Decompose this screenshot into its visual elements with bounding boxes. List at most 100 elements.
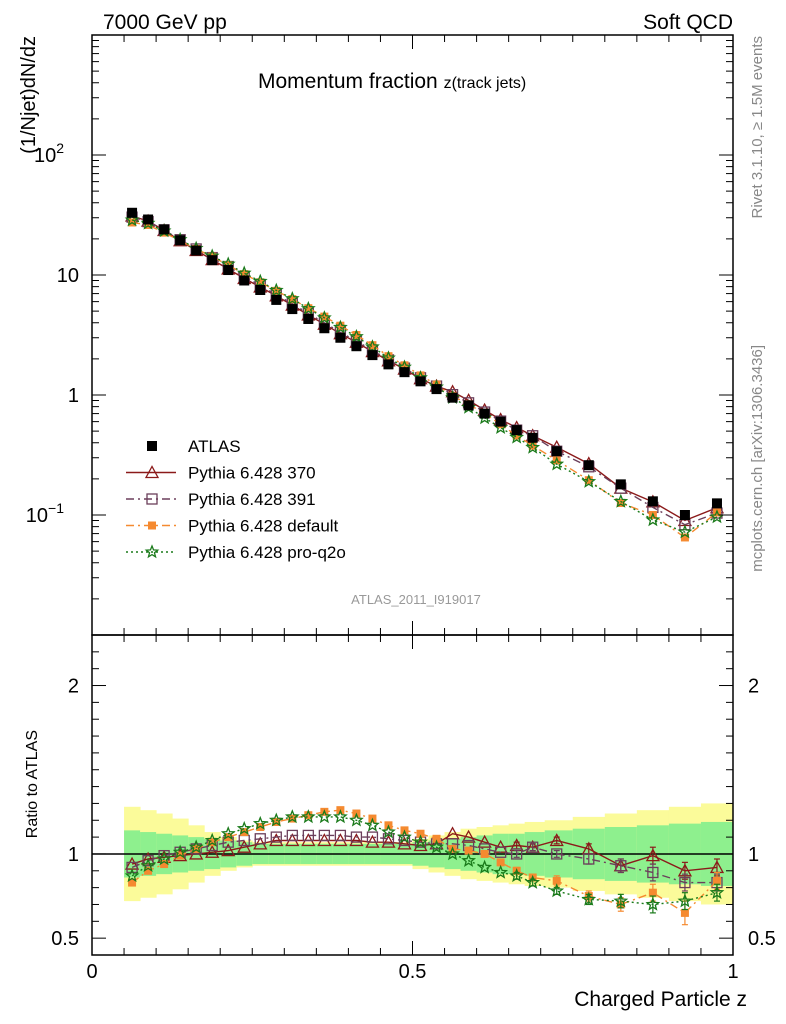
- ratio-point: [269, 833, 284, 847]
- ratio-point: [549, 883, 565, 898]
- ratio-point: [397, 836, 412, 850]
- ratio-point: [254, 833, 266, 845]
- ratio-point: [208, 838, 217, 847]
- series-point: [613, 493, 629, 508]
- legend-entry: ATLAS: [147, 437, 241, 456]
- data-point: [175, 235, 186, 246]
- y-tick-label-base: 1: [68, 385, 79, 407]
- y-tick-label: 102: [34, 140, 64, 167]
- x-tick-label: 1: [727, 961, 738, 983]
- data-point: [287, 304, 298, 315]
- ratio-point: [679, 876, 691, 889]
- series-point: [384, 352, 393, 361]
- legend-marker: [148, 521, 156, 530]
- data-point: [239, 275, 250, 286]
- ratio-tick-label-left: 1: [68, 844, 79, 866]
- legend-entry: Pythia 6.428 pro-q2o: [126, 543, 346, 562]
- legend-label: Pythia 6.428 391: [188, 490, 316, 509]
- series-point: [677, 524, 693, 539]
- ratio-y-axis-label: Ratio to ATLAS: [24, 730, 41, 838]
- ratio-point: [496, 858, 505, 867]
- data-point: [143, 214, 154, 225]
- ratio-point: [413, 834, 428, 849]
- ratio-point: [128, 878, 137, 887]
- ratio-point: [192, 844, 201, 853]
- y-tick-label: 10−1: [26, 500, 64, 527]
- data-point: [479, 408, 490, 419]
- data-point: [511, 425, 522, 436]
- series-point: [525, 439, 541, 454]
- ratio-point: [613, 893, 629, 908]
- data-point: [383, 359, 394, 370]
- ratio-point: [645, 896, 661, 911]
- ratio-point: [525, 874, 541, 889]
- ratio-point: [677, 893, 693, 908]
- ratio-panel-frame: [91, 634, 734, 956]
- ratio-point: [332, 809, 348, 824]
- series-point: [320, 312, 329, 321]
- legend-marker: [147, 441, 157, 451]
- ratio-point: [144, 866, 153, 875]
- y-tick-label-base: 10: [26, 505, 48, 527]
- ratio-point: [272, 817, 281, 826]
- ratio-point: [220, 825, 236, 841]
- data-point: [207, 255, 218, 266]
- legend-entry: Pythia 6.428 370: [126, 464, 316, 483]
- y-tick-label-exponent: 2: [56, 140, 64, 156]
- ratio-point: [398, 834, 411, 847]
- ratio-point: [551, 848, 563, 860]
- x-tick-label: 0.5: [399, 961, 427, 983]
- ratio-point: [252, 815, 268, 830]
- ratio-point: [511, 848, 523, 860]
- series-point: [645, 512, 661, 527]
- ratio-point: [126, 861, 138, 874]
- ratio-point: [509, 868, 525, 883]
- ratio-point: [284, 809, 300, 824]
- series-point: [252, 273, 268, 288]
- ratio-point: [480, 849, 489, 858]
- ratio-point: [304, 811, 313, 820]
- ratio-point: [429, 839, 444, 854]
- ratio-point: [140, 857, 156, 873]
- series-3-ratio: [124, 809, 725, 914]
- ratio-point: [142, 855, 154, 867]
- data-point: [495, 416, 506, 427]
- ratio-point: [140, 851, 156, 865]
- ratio-point: [288, 814, 297, 823]
- series-point: [256, 278, 265, 287]
- y-tick-label-exponent: −1: [48, 500, 64, 516]
- data-point: [159, 224, 170, 235]
- legend-marker: [144, 544, 160, 559]
- ratio-point: [124, 868, 140, 883]
- series-point: [240, 270, 249, 279]
- series-point: [332, 319, 348, 334]
- series-point: [616, 498, 625, 507]
- rivet-version-label: Rivet 3.1.10, ≥ 1.5M events: [749, 36, 766, 219]
- data-point: [583, 460, 594, 471]
- ratio-tick-label-right: 1: [748, 844, 759, 866]
- y-tick-label: 1: [68, 385, 79, 407]
- series-point: [288, 295, 297, 304]
- data-point: [223, 265, 234, 276]
- x-axis-label: Charged Particle z: [574, 988, 747, 1011]
- data-point: [527, 432, 538, 443]
- x-tick-label: 0: [86, 961, 97, 983]
- ratio-point: [286, 829, 298, 842]
- ratio-tick-label-left: 2: [68, 676, 79, 698]
- ratio-point: [236, 820, 252, 835]
- ratio-tick-label-right: 2: [748, 676, 759, 698]
- ratio-point: [493, 864, 509, 879]
- ratio-point: [552, 876, 561, 885]
- data-point: [255, 284, 266, 295]
- ratio-point: [204, 832, 220, 847]
- ratio-point: [160, 860, 169, 869]
- data-point: [463, 400, 474, 411]
- ratio-point: [680, 908, 689, 917]
- data-point: [351, 341, 362, 352]
- chart-title: Momentum fraction z(track jets): [258, 70, 526, 93]
- series-point: [549, 456, 565, 471]
- series-point: [581, 473, 597, 488]
- y-axis-label: (1/Njet)dN/dz: [18, 36, 40, 154]
- ratio-point: [477, 859, 493, 874]
